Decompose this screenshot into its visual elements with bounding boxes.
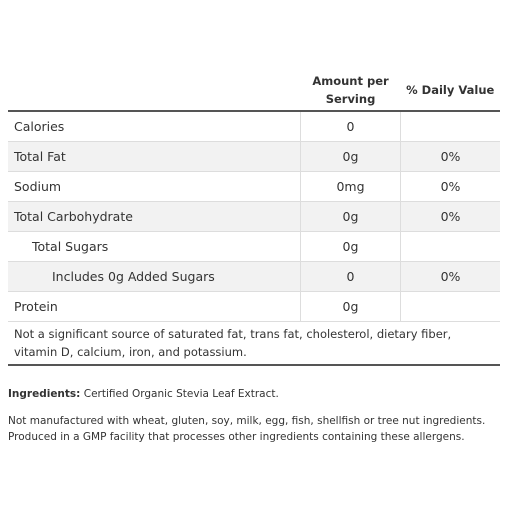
daily-value (400, 110, 500, 142)
header-cell: % Daily Value (400, 70, 500, 112)
nutrient: Total Sugars (8, 231, 301, 262)
nutrient: Calories (8, 110, 301, 142)
ingredients: Ingredients: Certified Organic Stevia Le… (8, 386, 498, 402)
ingredients-label: Ingredients: (8, 388, 81, 400)
daily-value: 0% (400, 171, 500, 202)
row: Calories 0 (8, 110, 500, 142)
nutrient: Includes 0g Added Sugars (8, 261, 301, 292)
amount: 0 (300, 261, 401, 292)
nutrient: Sodium (8, 171, 301, 202)
header-cell: Amount per Serving (300, 70, 401, 112)
row: Total Sugars 0g (8, 231, 500, 262)
row: Total Carbohydrate 0g 0% (8, 201, 500, 232)
daily-value: 0% (400, 201, 500, 232)
amount: 0mg (300, 171, 401, 202)
daily-value (400, 291, 500, 322)
ingredients-text: Certified Organic Stevia Leaf Extract. (83, 388, 279, 400)
allergen-statement: Not manufactured with wheat, gluten, soy… (8, 415, 486, 443)
nutrient: Total Fat (8, 141, 301, 172)
header-row: Amount per Serving % Daily Value (8, 70, 500, 112)
nutrition-table: Amount per Serving % Daily Value Calorie… (8, 70, 500, 366)
footnote-row: Not a significant source of saturated fa… (8, 321, 500, 366)
row: Protein 0g (8, 291, 500, 322)
amount: 0g (300, 231, 401, 262)
daily-value: 0% (400, 141, 500, 172)
amount: 0g (300, 201, 401, 232)
amount: 0 (300, 110, 401, 142)
row: Total Fat 0g 0% (8, 141, 500, 172)
row: Includes 0g Added Sugars 0 0% (8, 261, 500, 292)
row: Sodium 0mg 0% (8, 171, 500, 202)
amount: 0g (300, 291, 401, 322)
amount: 0g (300, 141, 401, 172)
nutrition-panel: Amount per Serving % Daily Value Calorie… (8, 70, 500, 366)
nutrient: Total Carbohydrate (8, 201, 301, 232)
daily-value (400, 231, 500, 262)
footnote: Not a significant source of saturated fa… (8, 321, 500, 366)
nutrient: Protein (8, 291, 301, 322)
header-blank (8, 70, 301, 112)
daily-value: 0% (400, 261, 500, 292)
